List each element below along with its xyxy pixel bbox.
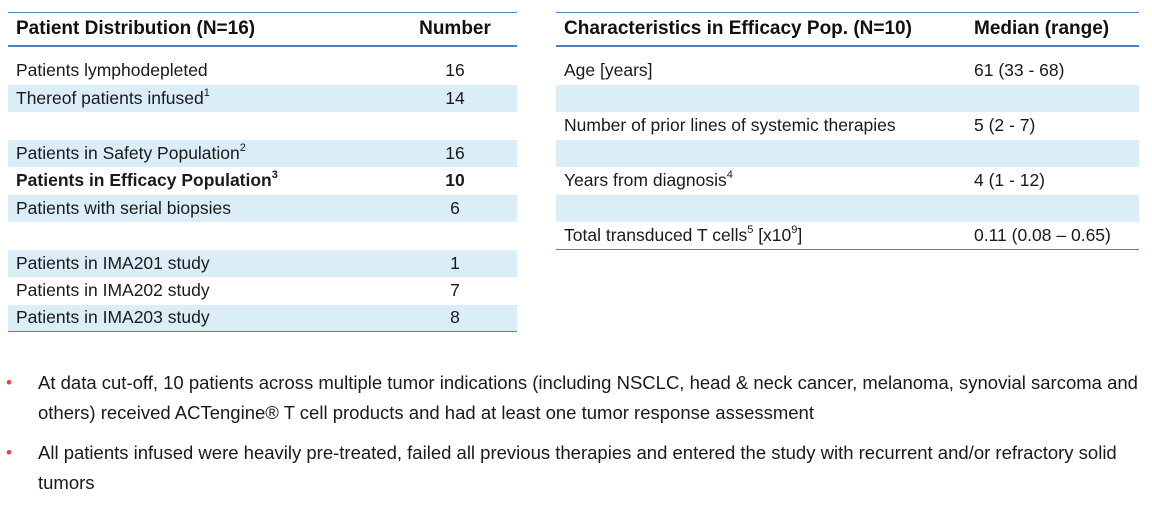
efficacy-characteristics-table: Characteristics in Efficacy Pop. (N=10) … [556,12,1139,250]
row-value: 4 (1 - 12) [974,170,1045,191]
row-label: Age [years] [556,60,966,82]
list-item: • All patients infused were heavily pre-… [0,438,1152,498]
row-label: Thereof patients infused1 [16,86,210,108]
table-row: Patients with serial biopsies 6 [8,194,517,222]
table-header: Patient Distribution (N=16) Number [8,12,517,47]
row-value: 7 [450,280,460,301]
table-row [556,84,1139,112]
bullet-text: All patients infused were heavily pre-tr… [38,442,1117,493]
row-label: Patients in Efficacy Population3 [16,169,278,191]
table-row: Patients in IMA201 study 1 [8,249,517,277]
row-label: Patients lymphodepleted [16,60,208,81]
bullet-icon: • [6,443,12,462]
row-label: Patients in Safety Population2 [16,141,246,163]
row-value: 8 [450,307,460,328]
table-row: Total transduced T cells5 [x109] 0.11 (0… [556,222,1139,250]
header-value: Number [419,18,491,39]
row-label: Years from diagnosis4 [556,170,966,192]
list-item: • At data cut-off, 10 patients across mu… [0,368,1152,428]
bullet-icon: • [6,373,12,392]
row-value: 6 [450,197,460,218]
row-value: 16 [445,60,465,81]
row-value: 14 [445,87,465,108]
row-label: Patients in IMA203 study [16,307,210,328]
header-label: Characteristics in Efficacy Pop. (N=10) [556,18,966,40]
bullet-text: At data cut-off, 10 patients across mult… [38,372,1138,423]
row-value: 1 [450,252,460,273]
row-label: Number of prior lines of systemic therap… [556,115,966,137]
row-value: 10 [445,170,465,191]
table-row: Patients in IMA203 study 8 [8,304,517,332]
row-label: Total transduced T cells5 [x109] [556,224,966,246]
table-row [556,194,1139,222]
row-value: 0.11 (0.08 – 0.65) [974,224,1111,245]
header-label: Patient Distribution (N=16) [16,18,256,39]
table-row [556,139,1139,167]
table-row: Patients in Safety Population2 16 [8,139,517,167]
row-value: 61 (33 - 68) [974,60,1065,81]
row-value: 5 (2 - 7) [974,115,1036,136]
table-row: Age [years] 61 (33 - 68) [556,57,1139,85]
table-row: Patients in IMA202 study 7 [8,277,517,305]
table-row: Patients lymphodepleted 16 [8,57,517,85]
table-row: Thereof patients infused1 14 [8,84,517,112]
bullet-list: • At data cut-off, 10 patients across mu… [0,368,1152,508]
row-label: Patients with serial biopsies [16,197,231,218]
row-value: 16 [445,142,465,163]
patient-distribution-table: Patient Distribution (N=16) Number Patie… [8,12,517,332]
table-row: Patients in Efficacy Population3 10 [8,167,517,195]
row-label: Patients in IMA201 study [16,252,210,273]
table-row: Years from diagnosis4 4 (1 - 12) [556,167,1139,195]
header-value: Median (range) [974,18,1110,39]
row-label: Patients in IMA202 study [16,280,210,301]
table-row: Number of prior lines of systemic therap… [556,112,1139,140]
table-header: Characteristics in Efficacy Pop. (N=10) … [556,12,1139,47]
